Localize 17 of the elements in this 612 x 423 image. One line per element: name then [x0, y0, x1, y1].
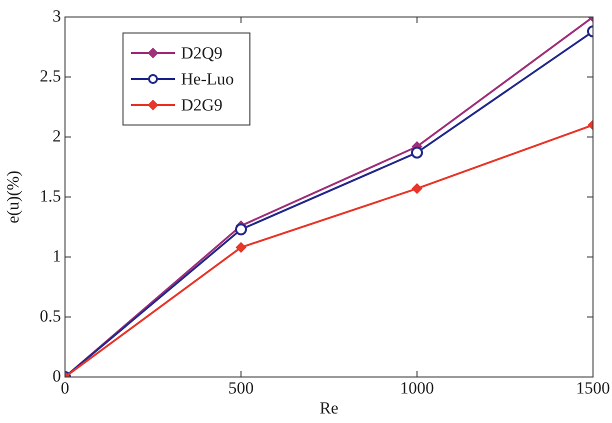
y-tick-label: 3	[52, 6, 61, 26]
x-tick-label: 500	[228, 378, 254, 398]
x-axis-title: Re	[320, 398, 338, 418]
y-tick-label: 0.5	[40, 306, 61, 326]
y-axis-title: e(u)(%)	[4, 170, 23, 224]
x-tick-label: 1500	[576, 378, 610, 398]
y-tick-label: 2	[52, 126, 61, 146]
y-tick-label: 1.5	[40, 186, 61, 206]
point	[235, 223, 247, 236]
point	[411, 146, 423, 159]
legend-label: D2Q9	[181, 43, 223, 62]
legend-label: He-Luo	[181, 69, 234, 88]
y-tick-label: 1	[52, 246, 61, 266]
y-tick-label: 0	[52, 366, 61, 386]
x-tick-label: 1000	[400, 378, 434, 398]
y-tick-label: 2.5	[40, 66, 61, 86]
legend-label: D2G9	[181, 95, 223, 114]
